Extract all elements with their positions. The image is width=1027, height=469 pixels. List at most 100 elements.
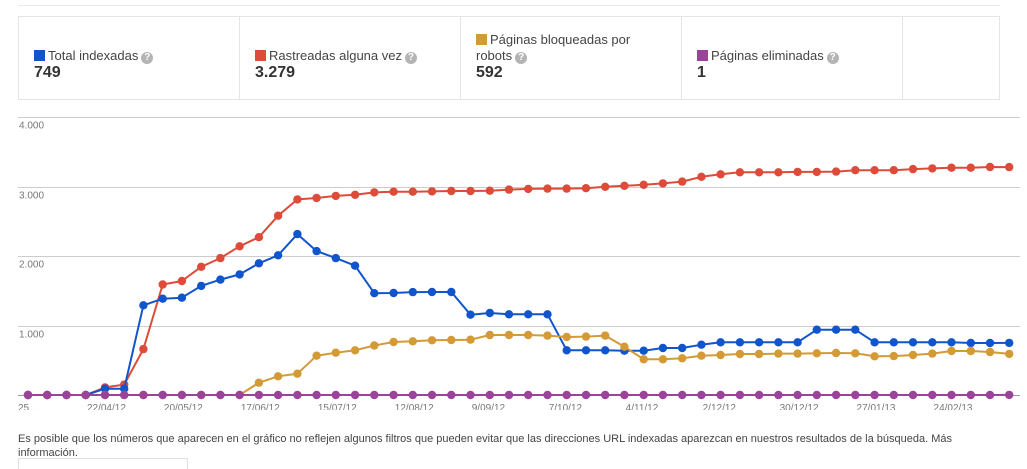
data-point — [986, 339, 994, 347]
data-point — [755, 350, 763, 358]
data-point — [563, 346, 571, 354]
help-icon[interactable]: ? — [405, 52, 417, 64]
data-point — [543, 391, 551, 399]
data-point — [793, 168, 801, 176]
help-icon[interactable]: ? — [141, 52, 153, 64]
data-point — [486, 187, 494, 195]
data-point — [620, 182, 628, 190]
data-point — [409, 188, 417, 196]
data-point — [293, 230, 301, 238]
stat-total-indexadas[interactable]: Total indexadas? 749 — [19, 17, 240, 99]
data-point — [332, 349, 340, 357]
data-point — [293, 195, 301, 203]
data-point — [274, 212, 282, 220]
help-icon[interactable]: ? — [515, 52, 527, 64]
data-point — [832, 391, 840, 399]
data-point — [447, 336, 455, 344]
stat-value: 3.279 — [255, 64, 445, 82]
data-point — [870, 166, 878, 174]
x-tick-label: 7/10/12 — [549, 403, 583, 410]
data-point — [697, 173, 705, 181]
y-tick-label: 2.000 — [19, 260, 44, 271]
data-point — [274, 251, 282, 259]
bottom-control[interactable] — [18, 458, 188, 469]
y-tick-label: 1.000 — [19, 330, 44, 341]
stat-eliminadas[interactable]: Páginas eliminadas? 1 — [682, 17, 903, 99]
data-point — [62, 391, 70, 399]
data-point — [139, 391, 147, 399]
data-point — [332, 192, 340, 200]
series-line — [28, 167, 1009, 395]
data-point — [640, 347, 648, 355]
data-point — [986, 348, 994, 356]
series-lines — [24, 163, 1014, 399]
stat-label: Total indexadas — [48, 48, 138, 63]
data-point — [389, 289, 397, 297]
data-point — [524, 310, 532, 318]
data-point — [293, 370, 301, 378]
footnote: Es posible que los números que aparecen … — [18, 432, 1008, 460]
data-point — [1005, 391, 1013, 399]
data-point — [543, 331, 551, 339]
data-point — [216, 275, 224, 283]
data-point — [120, 391, 128, 399]
data-point — [986, 163, 994, 171]
data-point — [235, 242, 243, 250]
data-point — [678, 354, 686, 362]
data-point — [851, 349, 859, 357]
data-point — [986, 391, 994, 399]
data-point — [466, 391, 474, 399]
data-point — [409, 337, 417, 345]
data-point — [178, 391, 186, 399]
data-point — [909, 165, 917, 173]
data-point — [967, 339, 975, 347]
data-point — [428, 391, 436, 399]
data-point — [197, 282, 205, 290]
data-point — [312, 391, 320, 399]
stat-bloqueadas[interactable]: Páginas bloqueadas por robots? 592 — [461, 17, 682, 99]
data-point — [466, 311, 474, 319]
stat-value: 592 — [476, 64, 651, 82]
data-point — [178, 294, 186, 302]
data-point — [409, 391, 417, 399]
stat-value: 1 — [697, 64, 887, 82]
data-point — [774, 168, 782, 176]
data-point — [909, 351, 917, 359]
y-tick-label: 4.000 — [19, 121, 44, 132]
data-point — [620, 343, 628, 351]
data-point — [178, 277, 186, 285]
data-point — [447, 391, 455, 399]
data-point — [813, 168, 821, 176]
data-point — [274, 391, 282, 399]
x-tick-label: 17/06/12 — [241, 403, 280, 410]
data-point — [1005, 163, 1013, 171]
data-point — [890, 352, 898, 360]
data-point — [524, 185, 532, 193]
data-point — [947, 338, 955, 346]
data-point — [255, 233, 263, 241]
data-point — [870, 352, 878, 360]
data-point — [582, 346, 590, 354]
data-point — [832, 349, 840, 357]
data-point — [389, 188, 397, 196]
help-icon[interactable]: ? — [827, 52, 839, 64]
series-3 — [24, 391, 1014, 400]
stat-label: Páginas bloqueadas por robots — [476, 32, 630, 63]
data-point — [197, 391, 205, 399]
data-point — [505, 331, 513, 339]
data-point — [332, 391, 340, 399]
data-point — [582, 391, 590, 399]
stat-rastreadas[interactable]: Rastreadas alguna vez? 3.279 — [240, 17, 461, 99]
data-point — [716, 391, 724, 399]
legend-swatch-blue — [34, 50, 45, 61]
data-point — [235, 391, 243, 399]
data-point — [640, 391, 648, 399]
data-point — [43, 391, 51, 399]
data-point — [909, 338, 917, 346]
data-point — [389, 338, 397, 346]
data-point — [582, 332, 590, 340]
data-point — [601, 331, 609, 339]
data-point — [370, 289, 378, 297]
x-tick-label: 2/12/12 — [703, 403, 737, 410]
